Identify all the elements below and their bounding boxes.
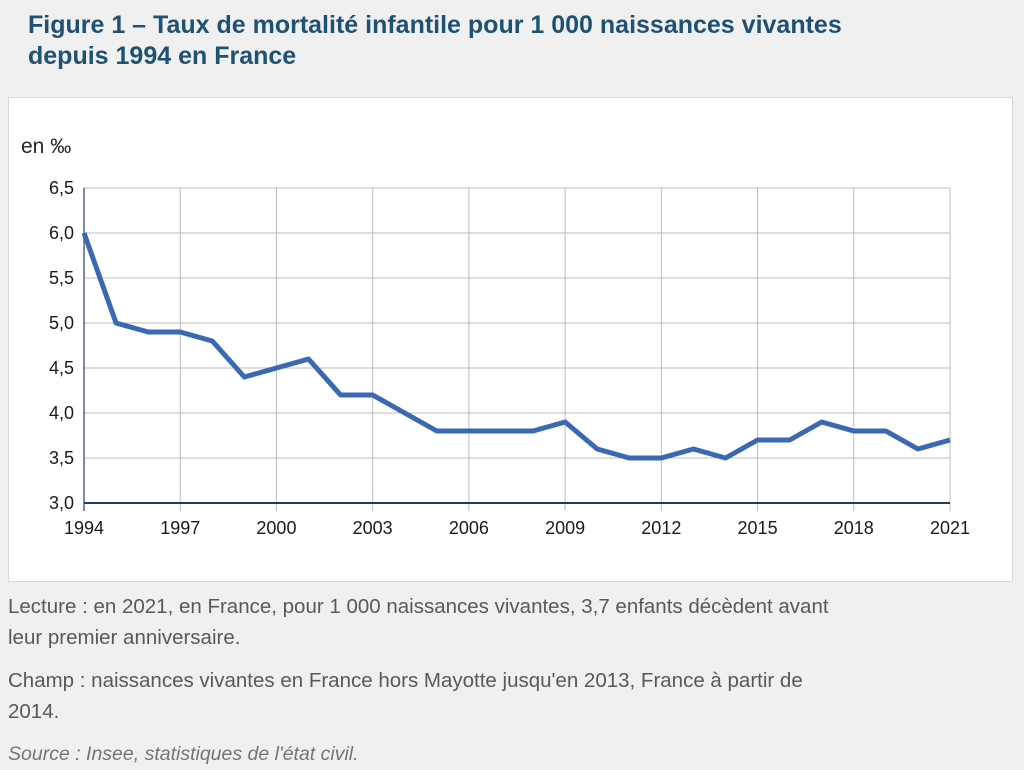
x-tick-label: 2018 — [834, 518, 874, 538]
x-tick-label: 2003 — [353, 518, 393, 538]
figure-title-line-1: Figure 1 – Taux de mortalité infantile p… — [28, 11, 842, 39]
figure-title-line-2: depuis 1994 en France — [28, 42, 297, 70]
y-tick-label: 5,5 — [49, 268, 74, 288]
y-tick-label: 6,5 — [49, 178, 74, 198]
x-tick-label: 2012 — [641, 518, 681, 538]
x-tick-label: 2009 — [545, 518, 585, 538]
x-tick-label: 2006 — [449, 518, 489, 538]
x-tick-label: 2000 — [256, 518, 296, 538]
infant-mortality-line-chart: 3,0 3,5 4,0 4,5 5,0 5,5 6,0 6,5 1994 1997 2000 2003… — [49, 178, 970, 538]
source-note: Source : Insee, statistiques de l'état c… — [8, 743, 359, 765]
y-tick-label: 4,0 — [49, 403, 74, 423]
champ-note-line-2: 2014. — [8, 700, 60, 723]
x-tick-label: 2021 — [930, 518, 970, 538]
y-tick-label: 6,0 — [49, 223, 74, 243]
y-axis-unit-label: en ‰ — [21, 135, 72, 158]
champ-note: Champ : naissances vivantes en France ho… — [8, 665, 1020, 727]
lecture-note: Lecture : en 2021, en France, pour 1 000… — [8, 591, 1020, 653]
y-tick-label: 3,0 — [49, 493, 74, 513]
y-tick-label: 5,0 — [49, 313, 74, 333]
lecture-note-line-1: Lecture : en 2021, en France, pour 1 000… — [8, 595, 829, 618]
chart-panel: en ‰ 3,0 3,5 4,0 4,5 5,0 5,5 6,0 6,5 1994 1997 200… — [8, 97, 1013, 582]
x-tick-label: 2015 — [738, 518, 778, 538]
y-tick-label: 4,5 — [49, 358, 74, 378]
figure-title: Figure 1 – Taux de mortalité infantile p… — [28, 10, 1008, 72]
champ-note-line-1: Champ : naissances vivantes en France ho… — [8, 669, 803, 692]
mortality-rate-line — [81, 232, 951, 461]
y-tick-label: 3,5 — [49, 448, 74, 468]
x-tick-label: 1994 — [64, 518, 104, 538]
figure-notes: Lecture : en 2021, en France, pour 1 000… — [8, 591, 1020, 770]
lecture-note-line-2: leur premier anniversaire. — [8, 626, 241, 649]
x-tick-label: 1997 — [160, 518, 200, 538]
